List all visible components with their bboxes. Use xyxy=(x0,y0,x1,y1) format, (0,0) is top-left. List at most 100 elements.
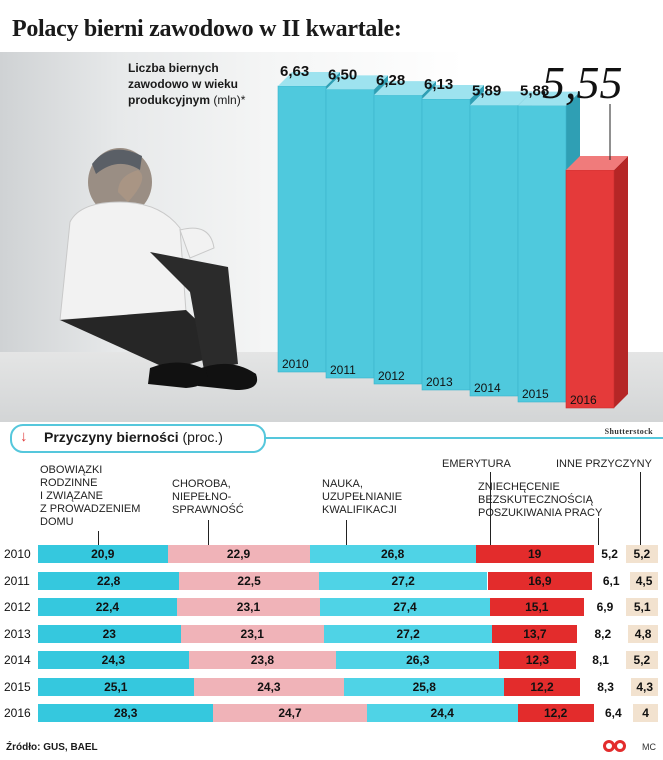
segment-2013-0: 23 xyxy=(38,624,181,643)
publisher-logo-icon xyxy=(603,740,626,752)
segment-2010-3: 19 xyxy=(475,545,594,563)
category-label-0: Obowiązki rodzinne i związane z prowadze… xyxy=(40,464,141,528)
person-illustration xyxy=(59,148,258,390)
category-pointer-0 xyxy=(98,531,99,545)
segment-2013-4: 8,2 xyxy=(577,624,629,643)
segment-2016-0: 28,3 xyxy=(38,704,214,722)
section-header-box xyxy=(10,424,266,453)
bar-year-label-2010: 2010 xyxy=(282,357,309,371)
section-title: Przyczyny bierności (proc.) xyxy=(44,429,223,445)
bar-year-label-2015: 2015 xyxy=(522,387,549,401)
bar-value-label-2015: 5,88 xyxy=(520,83,549,100)
bar-value-label-2016: 5,55 xyxy=(542,57,623,108)
segment-2012-5: 5,1 xyxy=(626,598,658,616)
segment-2013-5: 4,8 xyxy=(628,624,658,643)
segment-2014-3: 12,3 xyxy=(499,651,576,669)
segment-2014-5: 5,2 xyxy=(625,651,658,669)
category-pointer-2 xyxy=(346,520,347,545)
bar-year-label-2011: 2011 xyxy=(330,363,356,377)
segment-2016-1: 24,7 xyxy=(213,704,367,722)
bar-value-label-2013: 6,13 xyxy=(424,76,453,93)
row-year-2016: 2016 xyxy=(4,706,31,720)
segment-2011-3: 16,9 xyxy=(487,571,593,590)
bar-chart-intro: Liczba biernych zawodowo w wieku produkc… xyxy=(128,60,245,108)
segment-2016-4: 6,4 xyxy=(593,704,634,722)
intro-line-2: zawodowo w wieku xyxy=(128,77,239,91)
row-year-2014: 2014 xyxy=(4,653,31,667)
segment-2012-2: 27,4 xyxy=(320,598,490,616)
stacked-row-2016: 28,3 24,7 24,4 12,2 6,4 4 xyxy=(38,704,658,722)
segment-2011-2: 27,2 xyxy=(318,571,488,590)
section-divider-line xyxy=(264,437,663,439)
segment-2012-3: 15,1 xyxy=(489,598,584,616)
population-bar-chart: 6,63 2010 6,50 2011 6,28 2012 6,13 2013 5,89 2014… xyxy=(277,57,628,409)
intro-unit: (mln)* xyxy=(213,93,246,107)
bar-year-label-2012: 2012 xyxy=(378,369,405,383)
segment-2011-4: 6,1 xyxy=(592,571,631,590)
segment-2013-3: 13,7 xyxy=(492,624,578,643)
section-title-text: Przyczyny bierności xyxy=(44,429,179,445)
segment-2011-5: 4,5 xyxy=(630,571,658,590)
segment-2016-2: 24,4 xyxy=(366,704,518,722)
row-year-2010: 2010 xyxy=(4,547,31,561)
segment-2012-4: 6,9 xyxy=(583,598,627,616)
bar-year-label-2013: 2013 xyxy=(426,375,453,389)
intro-line-1: Liczba biernych xyxy=(128,61,219,75)
down-arrow-icon: ↓ xyxy=(20,428,28,445)
category-label-3: Emerytura xyxy=(442,458,511,470)
segment-2015-1: 24,3 xyxy=(193,677,345,696)
row-year-2011: 2011 xyxy=(4,573,30,588)
stacked-row-2013: 23 23,1 27,2 13,7 8,2 4,8 xyxy=(38,624,658,643)
segment-2015-0: 25,1 xyxy=(38,677,194,696)
photo-credit: Shutterstock xyxy=(604,427,653,436)
segment-2014-2: 26,3 xyxy=(336,651,500,669)
category-pointer-4 xyxy=(598,518,599,545)
row-year-2015: 2015 xyxy=(4,679,31,694)
row-year-2013: 2013 xyxy=(4,626,31,641)
segment-2014-1: 23,8 xyxy=(188,651,337,669)
row-year-2012: 2012 xyxy=(4,600,31,614)
bar-value-label-2011: 6,50 xyxy=(328,66,357,83)
intro-line-3: produkcyjnym xyxy=(128,93,211,107)
bar-year-label-2014: 2014 xyxy=(474,381,501,395)
segment-2010-5: 5,2 xyxy=(625,545,658,563)
bar-value-label-2012: 6,28 xyxy=(376,72,405,89)
segment-2010-0: 20,9 xyxy=(38,545,168,563)
segment-2014-4: 8,1 xyxy=(575,651,626,669)
category-pointer-3 xyxy=(490,472,491,545)
category-label-2: Nauka, uzupełnianie kwalifikacji xyxy=(322,478,403,516)
category-pointer-5 xyxy=(640,472,641,545)
bar-year-label-2016: 2016 xyxy=(570,393,597,407)
bar-2016 xyxy=(565,156,628,409)
bar-value-label-2010: 6,63 xyxy=(280,63,309,80)
segment-2015-2: 25,8 xyxy=(344,677,505,696)
segment-2015-4: 8,3 xyxy=(579,677,632,696)
author-initials: MC xyxy=(642,742,656,752)
segment-2012-0: 22,4 xyxy=(38,598,177,616)
segment-2010-4: 5,2 xyxy=(593,545,626,563)
source-note: Źródło: GUS, BAEL xyxy=(6,742,98,753)
segment-2012-1: 23,1 xyxy=(176,598,321,616)
stacked-row-2010: 20,9 22,9 26,8 19 5,2 5,2 xyxy=(38,545,658,563)
segment-2011-1: 22,5 xyxy=(179,571,319,590)
stacked-row-2014: 24,3 23,8 26,3 12,3 8,1 5,2 xyxy=(38,651,658,669)
category-pointer-1 xyxy=(208,520,209,545)
segment-2010-1: 22,9 xyxy=(167,545,310,563)
segment-2014-0: 24,3 xyxy=(38,651,189,669)
segment-2015-5: 4,3 xyxy=(631,677,658,696)
segment-2011-0: 22,8 xyxy=(38,571,180,590)
bar-value-label-2014: 5,89 xyxy=(472,82,501,99)
segment-2016-5: 4 xyxy=(633,704,658,722)
page-title: Polacy bierni zawodowo w II kwartale: xyxy=(12,16,402,42)
stacked-row-2012: 22,4 23,1 27,4 15,1 6,9 5,1 xyxy=(38,598,658,616)
category-label-5: Inne przyczyny xyxy=(556,458,652,470)
segment-2010-2: 26,8 xyxy=(309,545,476,563)
stacked-row-2011: 22,8 22,5 27,2 16,9 6,1 4,5 xyxy=(38,571,658,590)
segment-2015-3: 12,2 xyxy=(504,677,580,696)
stacked-row-2015: 25,1 24,3 25,8 12,2 8,3 4,3 xyxy=(38,677,658,696)
category-label-4: Zniechęcenie bezskutecznością poszukiwan… xyxy=(478,481,603,519)
segment-2013-1: 23,1 xyxy=(180,624,324,643)
category-label-1: Choroba, niepełno- sprawność xyxy=(172,478,244,516)
segment-2013-2: 27,2 xyxy=(323,624,493,643)
section-unit: (proc.) xyxy=(182,429,223,445)
